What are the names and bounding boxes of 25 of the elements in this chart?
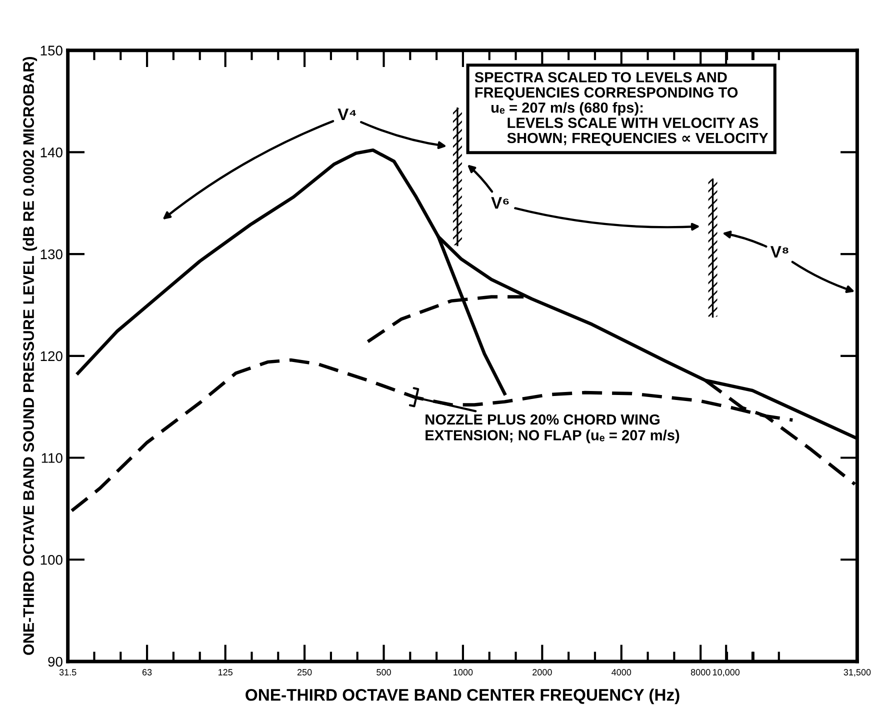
x-tick-label: 125 [218,669,232,676]
annotation: NOZZLE PLUS 20% CHORD WING EXTENSION; NO FLAP (uₑ = 207 m/s) [426,414,680,444]
y-tick-label: 150 [40,46,62,56]
y-tick-label: 120 [40,351,62,362]
y-axis-title: ONE-THIRD OCTAVE BAND SOUND PRESSURE LEVEL (dB RE 0.0002 MICROBAR) [22,57,38,655]
x-tick-label: 31.5 [59,669,76,676]
x-tick-label: 8000 [690,669,710,676]
x-tick-label: 500 [376,669,391,676]
x-axis-title: ONE-THIRD OCTAVE BAND CENTER FREQUENCY (Hz) [246,688,680,704]
x-tick-label: 10,000 [712,669,740,677]
x-tick-label: 2000 [532,669,552,676]
x-tick-label: 250 [297,669,312,676]
y-tick-label: 140 [40,148,62,158]
x-tick-label: 31,500 [844,669,871,677]
y-tick-label: 130 [40,249,62,260]
y-tick-label: 100 [40,554,62,565]
x-tick-label: 63 [142,669,152,676]
y-tick-label: 110 [42,453,62,463]
annotation: V⁴ [338,108,356,120]
annotation: SPECTRA SCALED TO LEVELS AND FREQUENCIES CORRESPONDING TO uₑ = 207 m/s (680 fps): LEVELS SCALE WITH VELOCITY AS SHOWN; FREQUENCIES ∝ VELOCITY [474,72,768,146]
annotation: V⁶ [491,197,509,209]
x-tick-label: 4000 [612,669,632,676]
annotation: V⁸ [770,246,788,258]
x-tick-label: 1000 [454,669,473,676]
y-tick-label: 90 [48,656,62,667]
